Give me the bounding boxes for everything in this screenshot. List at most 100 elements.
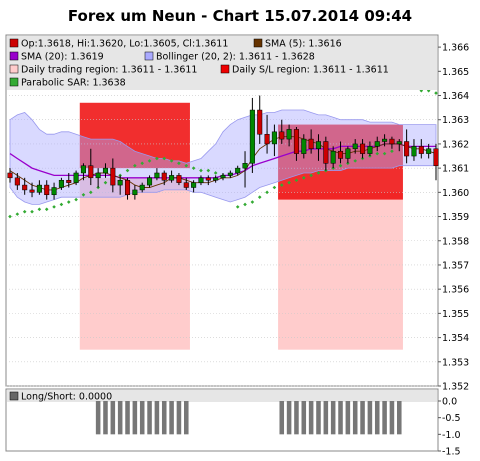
legend-swatch-bollinger — [144, 51, 154, 61]
sar-point — [309, 173, 313, 178]
candle-body — [286, 129, 292, 140]
sub-y-tick-label: -1.5 — [442, 447, 461, 458]
candle-body — [88, 165, 94, 179]
long-short-bar — [286, 401, 292, 435]
long-short-bar — [169, 401, 174, 435]
candle-body — [367, 146, 373, 154]
candle-body — [22, 184, 28, 191]
long-short-bar — [176, 401, 182, 435]
long-short-bar — [382, 401, 387, 435]
candle-body — [124, 179, 131, 196]
legend-sl-region: Daily S/L region: 1.3611 - 1.3611 — [232, 65, 389, 76]
candle-body — [404, 141, 410, 157]
sar-point — [265, 190, 269, 195]
legend-swatch-trading-region — [9, 64, 19, 74]
candle-body — [330, 150, 336, 164]
sar-point — [287, 180, 291, 185]
sar-point — [8, 214, 12, 219]
long-short-bar — [389, 401, 395, 435]
candle-body — [80, 165, 86, 174]
long-short-swatch — [9, 391, 19, 401]
long-short-bar — [360, 401, 365, 435]
long-short-bar — [316, 401, 321, 435]
long-short-bar — [125, 401, 130, 435]
sar-point — [88, 190, 93, 195]
y-tick-label: 1.364 — [442, 91, 469, 102]
candle-body — [7, 172, 13, 179]
y-tick-label: 1.356 — [442, 285, 469, 296]
long-short-axis: 0.0 -0.5 -1.0 -1.5 — [438, 397, 461, 458]
long-short-bars — [95, 401, 402, 435]
long-short-bar — [367, 401, 373, 435]
candle-body — [264, 133, 270, 145]
candle-body — [249, 109, 255, 164]
candle-body — [279, 131, 285, 140]
y-tick-label: 1.363 — [442, 115, 469, 126]
candle-body — [139, 184, 145, 191]
y-tick-label: 1.357 — [442, 260, 469, 271]
sub-y-tick-label: 0.0 — [442, 397, 457, 408]
sar-point — [257, 195, 262, 199]
sar-point — [52, 205, 56, 209]
legend-swatch-sma20 — [9, 51, 19, 61]
legend-ohlc: Op:1.3618, Hi:1.3620, Lo:1.3605, Cl:1.36… — [21, 39, 228, 50]
chart-title: Forex um Neun - Chart 15.07.2014 09:44 — [68, 7, 412, 25]
sar-point — [37, 207, 42, 212]
sar-point — [301, 176, 306, 180]
sar-point — [59, 202, 64, 207]
sar-point — [155, 156, 159, 161]
long-short-bar — [352, 401, 358, 435]
legend-sar: Parabolic SAR: 1.3638 — [21, 78, 126, 89]
long-short-bar — [132, 401, 138, 435]
long-short-bar — [147, 401, 152, 435]
candle-body — [382, 138, 388, 142]
sar-point — [30, 209, 34, 214]
sar-point — [338, 163, 343, 168]
sar-point — [103, 180, 108, 185]
sar-point — [184, 163, 189, 168]
candle-body — [154, 172, 160, 179]
long-short-bar — [308, 401, 314, 435]
sar-point — [169, 159, 174, 163]
sar-point — [294, 178, 299, 183]
sar-point — [162, 156, 167, 161]
candle-body — [73, 172, 79, 183]
y-tick-label: 1.358 — [442, 236, 469, 247]
candle-body — [44, 184, 50, 196]
long-short-bar — [183, 401, 189, 435]
candle-body — [191, 182, 197, 188]
candle-body — [227, 172, 233, 176]
sar-point — [382, 151, 387, 156]
candle-body — [176, 175, 182, 183]
legend-swatch-sl-region — [220, 64, 230, 74]
candle-body — [95, 172, 101, 179]
candle-body — [293, 129, 299, 154]
candle-body — [36, 184, 42, 193]
sar-point — [15, 212, 20, 216]
candle-body — [396, 141, 402, 145]
y-tick-label: 1.353 — [442, 357, 469, 368]
sar-point — [250, 200, 255, 204]
sar-point — [44, 207, 49, 212]
candle-body — [169, 175, 175, 181]
sar-point — [213, 171, 218, 175]
candle-body — [374, 141, 380, 147]
long-short-bar — [396, 401, 402, 435]
candle-body — [418, 146, 424, 154]
long-short-bar — [103, 401, 108, 435]
y-tick-label: 1.361 — [442, 164, 469, 175]
sar-point — [272, 185, 277, 190]
sar-point — [133, 163, 137, 168]
sar-point — [375, 151, 380, 156]
candles-layer — [7, 95, 439, 200]
candle-body — [66, 179, 72, 183]
sar-point — [206, 168, 211, 173]
legend-box — [7, 36, 437, 90]
sar-point — [243, 202, 247, 207]
sar-point — [140, 161, 145, 166]
price-axis: 1.352 1.353 1.354 1.355 1.356 1.357 1.358 1.359… — [438, 43, 469, 393]
candle-body — [337, 150, 344, 159]
long-short-bar — [161, 401, 167, 435]
candle-body — [426, 148, 432, 154]
